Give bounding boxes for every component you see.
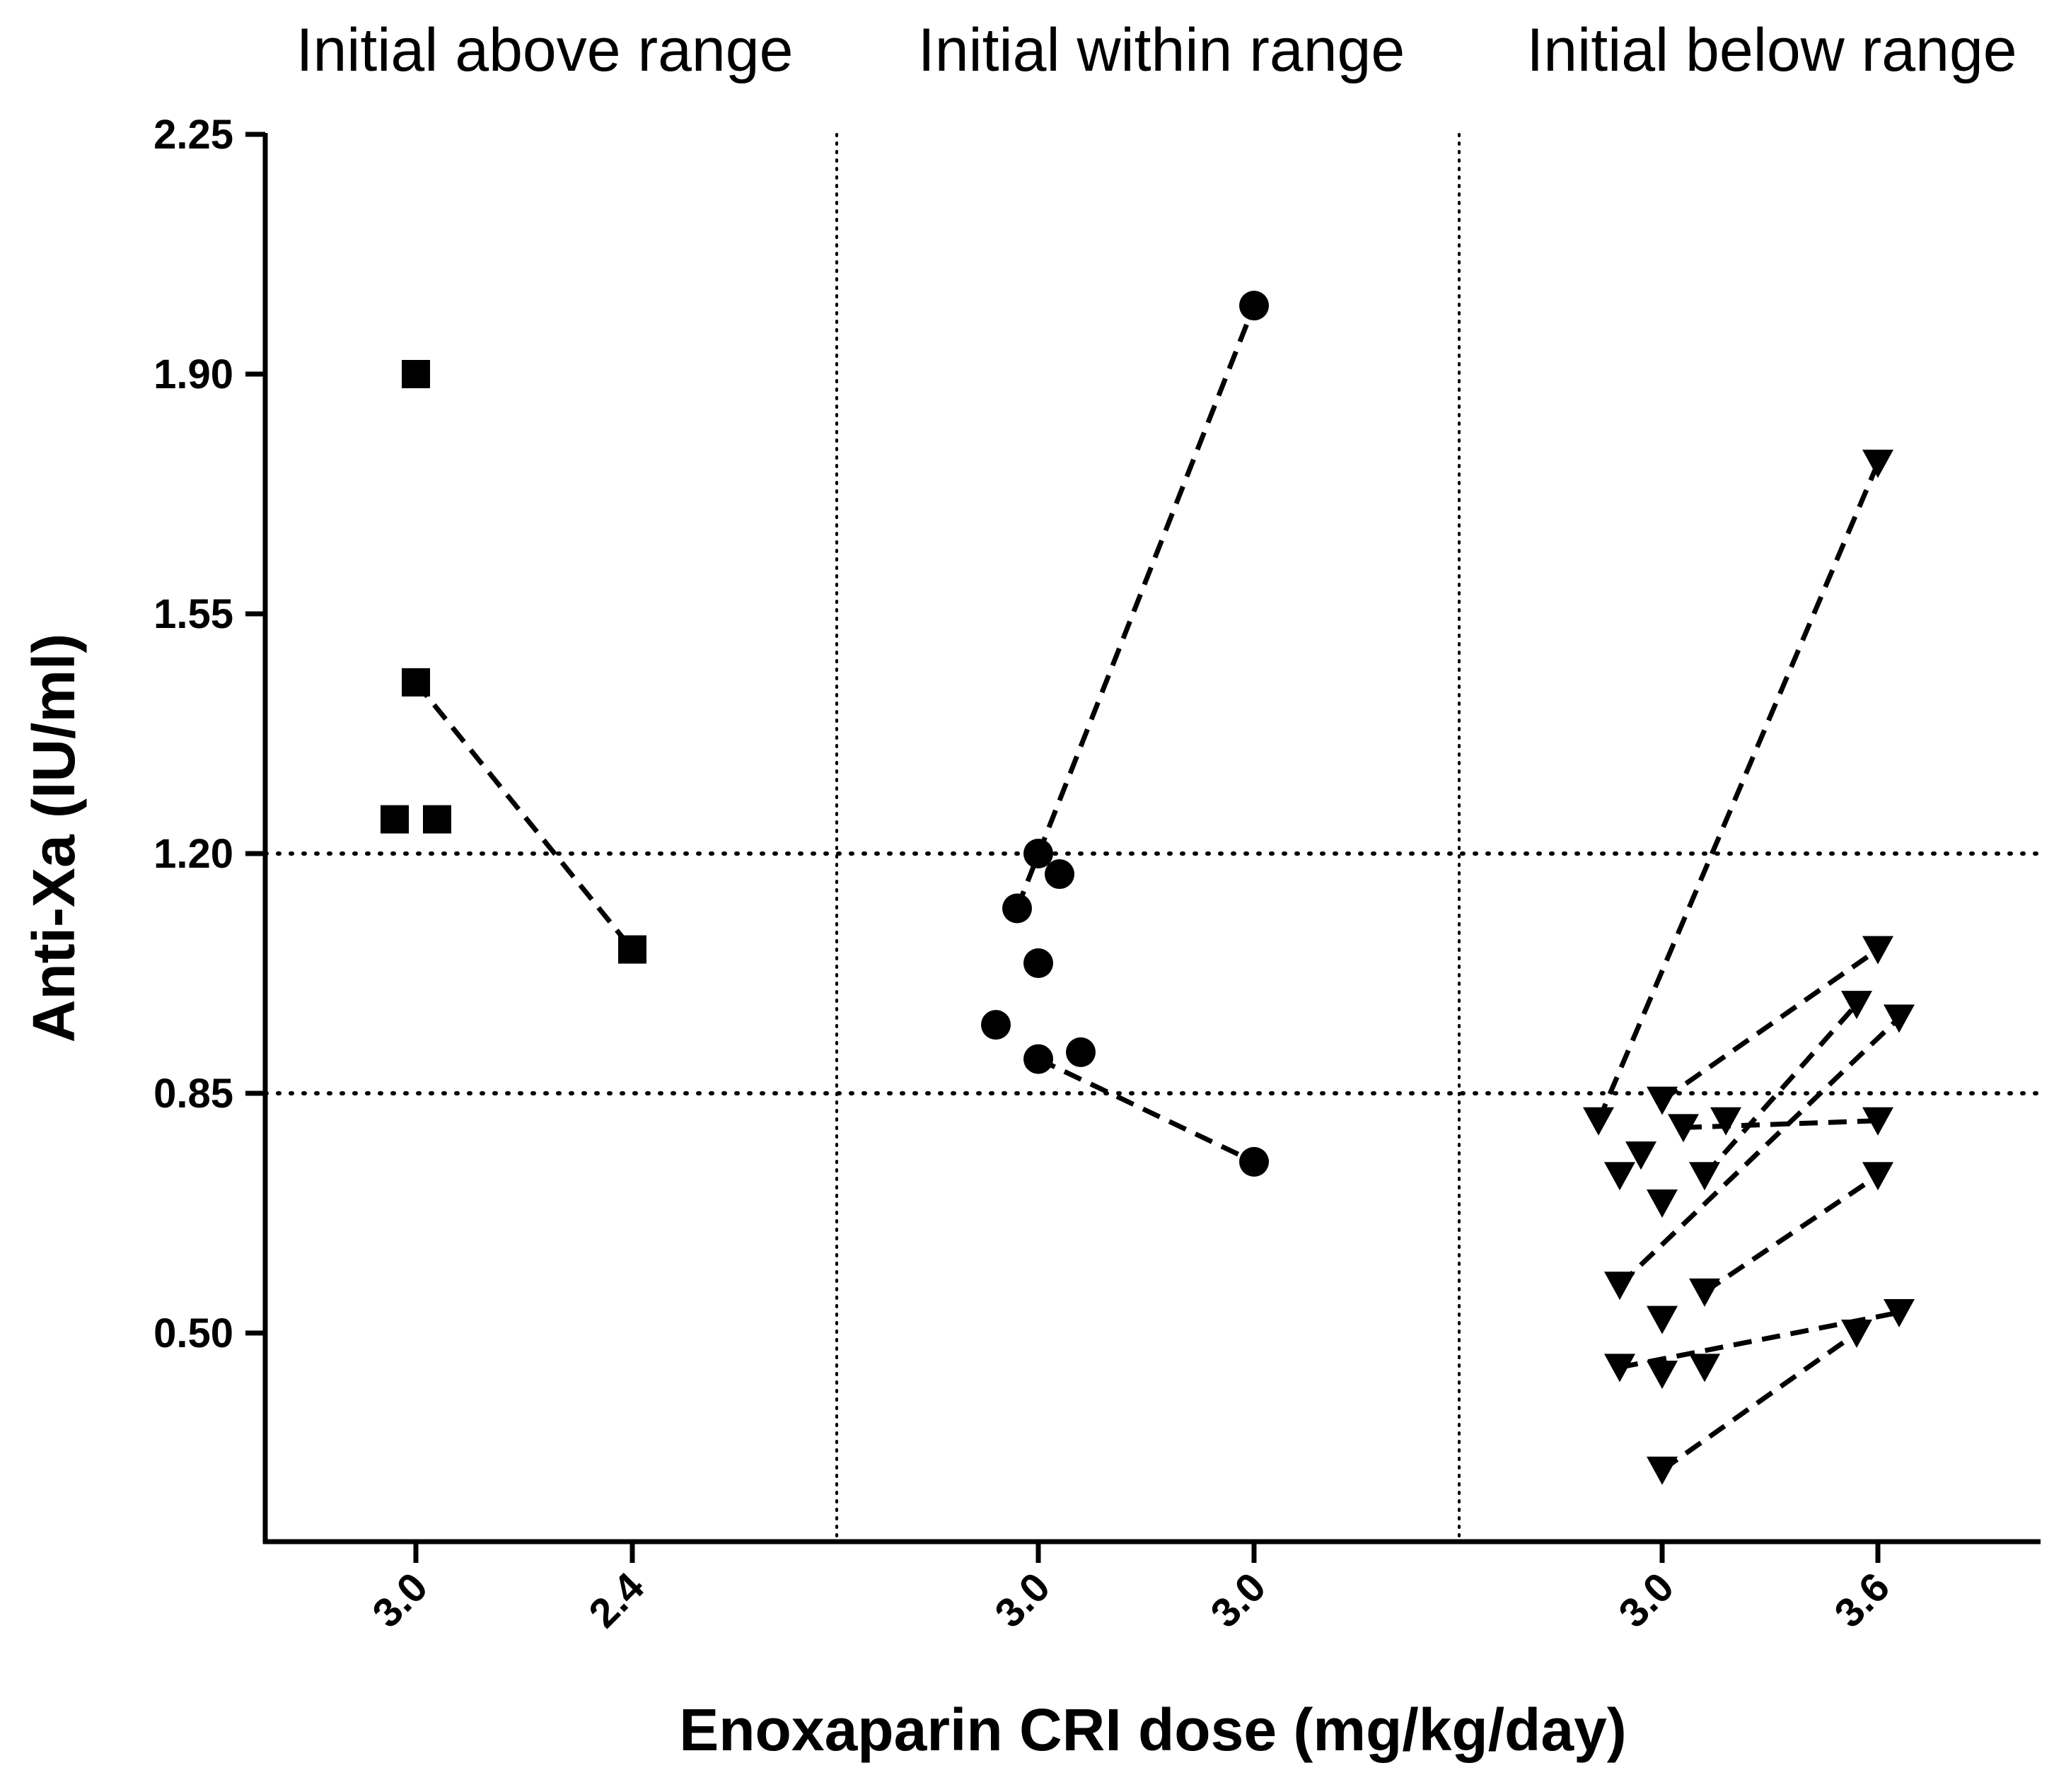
triangle-marker bbox=[1884, 1004, 1915, 1033]
axes bbox=[262, 133, 2041, 1544]
triangle-marker bbox=[1647, 1361, 1678, 1390]
y-tick-label: 0.85 bbox=[153, 1071, 233, 1117]
y-axis-label: Anti-Xa (IU/ml) bbox=[21, 634, 87, 1043]
circle-marker bbox=[1045, 859, 1074, 890]
triangle-marker bbox=[1862, 1162, 1893, 1191]
x-axis-label: Enoxaparin CRI dose (mg/kg/day) bbox=[679, 1697, 1627, 1763]
circle-marker bbox=[1023, 1044, 1053, 1074]
circle-marker bbox=[1023, 839, 1053, 868]
triangle-marker bbox=[1862, 1107, 1893, 1136]
y-tick-label: 1.20 bbox=[153, 831, 233, 877]
reference-lines bbox=[263, 133, 2043, 1543]
pair-line bbox=[1037, 1057, 1255, 1165]
circle-marker bbox=[1023, 948, 1053, 978]
triangle-marker bbox=[1647, 1456, 1678, 1485]
paired-lines bbox=[414, 304, 1901, 1472]
triangle-marker bbox=[1841, 991, 1872, 1020]
x-tick-label: 3.0 bbox=[1202, 1564, 1275, 1636]
triangle-marker bbox=[1862, 936, 1893, 965]
group-title-above: Initial above range bbox=[296, 16, 794, 84]
circle-marker bbox=[1066, 1037, 1096, 1067]
triangle-marker bbox=[1647, 1305, 1678, 1334]
pair-line bbox=[1660, 1331, 1859, 1472]
square-marker bbox=[423, 805, 451, 834]
circle-marker bbox=[1002, 893, 1032, 924]
group-title-within: Initial within range bbox=[918, 16, 1405, 84]
triangle-marker bbox=[1689, 1278, 1720, 1307]
x-tick-label: 3.0 bbox=[986, 1564, 1059, 1636]
triangle-marker bbox=[1668, 1114, 1699, 1143]
pair-line bbox=[1618, 1016, 1901, 1287]
group-title-below: Initial below range bbox=[1526, 16, 2017, 84]
triangle-marker bbox=[1604, 1354, 1635, 1383]
square-marker bbox=[402, 360, 430, 388]
y-axis-ticks: 0.50 0.85 1.20 1.55 1.90 2.25 bbox=[153, 112, 265, 1356]
triangle-marker bbox=[1625, 1141, 1656, 1170]
square-marker bbox=[402, 668, 430, 697]
triangle-marker bbox=[1689, 1354, 1720, 1383]
y-tick-label: 1.90 bbox=[153, 351, 233, 397]
pair-line bbox=[1702, 1002, 1859, 1177]
triangle-marker bbox=[1647, 1086, 1678, 1115]
pair-line bbox=[1596, 462, 1881, 1122]
triangle-marker bbox=[1862, 449, 1893, 478]
pair-line bbox=[1703, 1173, 1879, 1294]
triangle-marker bbox=[1647, 1189, 1678, 1218]
data-points bbox=[381, 291, 1915, 1485]
triangle-marker bbox=[1884, 1298, 1915, 1327]
x-tick-label: 3.0 bbox=[1610, 1564, 1683, 1636]
triangle-marker bbox=[1583, 1107, 1614, 1136]
pair-line bbox=[1660, 947, 1880, 1102]
square-marker bbox=[618, 935, 646, 964]
triangle-marker bbox=[1710, 1107, 1741, 1136]
square-marker bbox=[381, 805, 409, 834]
y-tick-label: 1.55 bbox=[153, 591, 233, 637]
y-tick-label: 0.50 bbox=[153, 1310, 233, 1356]
x-tick-label: 3.6 bbox=[1826, 1564, 1898, 1636]
group-titles: Initial above range Initial within range… bbox=[296, 16, 2017, 84]
x-tick-label: 3.0 bbox=[364, 1564, 436, 1636]
pair-line bbox=[1683, 1118, 1879, 1130]
circle-marker bbox=[981, 1010, 1011, 1040]
triangle-marker bbox=[1689, 1162, 1720, 1191]
circle-marker bbox=[1239, 291, 1269, 321]
x-axis-ticks: 3.0 2.4 3.0 3.0 3.0 3.6 bbox=[364, 1542, 1898, 1636]
triangle-marker bbox=[1841, 1320, 1872, 1348]
circle-marker bbox=[1239, 1146, 1269, 1177]
pair-line bbox=[1014, 304, 1257, 909]
triangle-marker bbox=[1604, 1162, 1635, 1191]
y-tick-label: 2.25 bbox=[153, 112, 233, 158]
triangle-marker bbox=[1604, 1272, 1635, 1301]
x-tick-label: 2.4 bbox=[580, 1564, 653, 1636]
